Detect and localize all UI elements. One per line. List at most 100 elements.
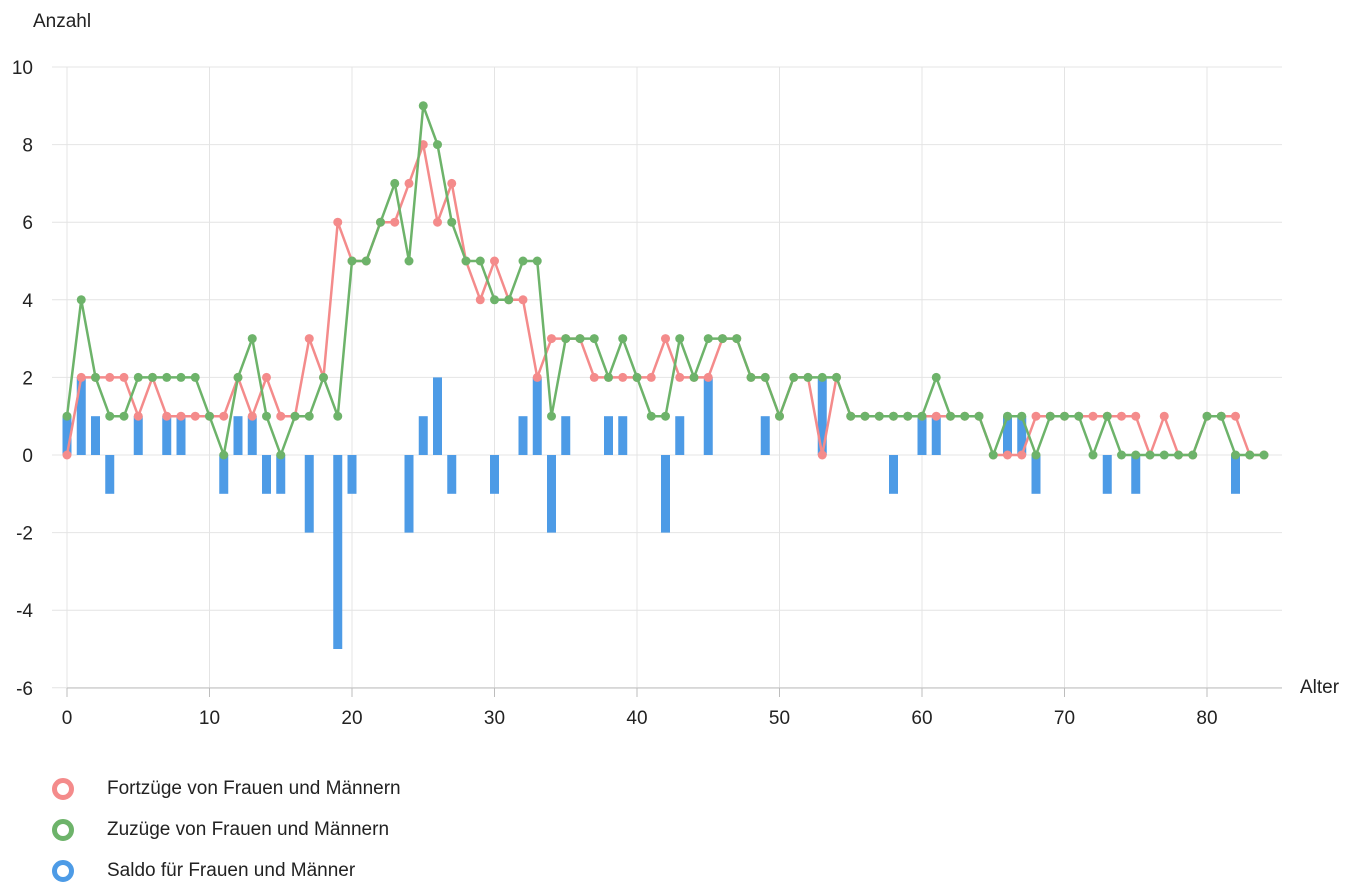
data-point[interactable] xyxy=(547,334,556,344)
data-point[interactable] xyxy=(1117,411,1126,421)
data-point[interactable] xyxy=(661,334,670,344)
data-point[interactable] xyxy=(775,411,784,421)
data-point[interactable] xyxy=(447,178,457,188)
data-point[interactable] xyxy=(518,256,528,266)
data-point[interactable] xyxy=(547,411,556,421)
data-point[interactable] xyxy=(190,372,200,382)
data-point[interactable] xyxy=(646,372,656,382)
data-point[interactable] xyxy=(162,411,172,421)
data-point[interactable] xyxy=(262,372,271,382)
data-point[interactable] xyxy=(447,217,457,227)
data-point[interactable] xyxy=(390,217,400,227)
data-point[interactable] xyxy=(119,372,129,382)
data-point[interactable] xyxy=(62,450,72,460)
data-point[interactable] xyxy=(490,256,499,266)
data-point[interactable] xyxy=(475,295,485,305)
data-point[interactable] xyxy=(176,411,186,421)
data-point[interactable] xyxy=(732,334,742,344)
data-point[interactable] xyxy=(1003,450,1012,460)
data-point[interactable] xyxy=(1131,411,1141,421)
data-point[interactable] xyxy=(1159,450,1169,460)
data-point[interactable] xyxy=(1202,411,1212,421)
data-point[interactable] xyxy=(903,411,913,421)
data-point[interactable] xyxy=(1031,411,1041,421)
data-point[interactable] xyxy=(604,372,613,382)
data-point[interactable] xyxy=(105,411,115,421)
data-point[interactable] xyxy=(646,411,656,421)
data-point[interactable] xyxy=(1216,411,1226,421)
data-point[interactable] xyxy=(946,411,955,421)
data-point[interactable] xyxy=(532,256,542,266)
data-point[interactable] xyxy=(860,411,870,421)
data-point[interactable] xyxy=(1088,411,1098,421)
data-point[interactable] xyxy=(361,256,371,266)
data-point[interactable] xyxy=(746,372,756,382)
data-point[interactable] xyxy=(618,372,628,382)
data-point[interactable] xyxy=(133,411,143,421)
data-point[interactable] xyxy=(532,372,542,382)
data-point[interactable] xyxy=(1259,450,1269,460)
data-point[interactable] xyxy=(148,372,157,382)
data-point[interactable] xyxy=(589,334,599,344)
data-point[interactable] xyxy=(718,334,727,344)
data-point[interactable] xyxy=(703,372,713,382)
data-point[interactable] xyxy=(803,372,813,382)
data-point[interactable] xyxy=(561,334,571,344)
legend-item-fortzuege[interactable]: Fortzüge von Frauen und Männern xyxy=(52,768,401,809)
data-point[interactable] xyxy=(889,411,898,421)
data-point[interactable] xyxy=(119,411,129,421)
data-point[interactable] xyxy=(632,372,642,382)
data-point[interactable] xyxy=(988,450,998,460)
data-point[interactable] xyxy=(276,450,286,460)
data-point[interactable] xyxy=(689,372,699,382)
data-point[interactable] xyxy=(960,411,970,421)
data-point[interactable] xyxy=(931,372,941,382)
data-point[interactable] xyxy=(190,411,200,421)
legend-item-zuzuege[interactable]: Zuzüge von Frauen und Männern xyxy=(52,809,401,850)
data-point[interactable] xyxy=(931,411,941,421)
data-point[interactable] xyxy=(518,295,528,305)
data-point[interactable] xyxy=(233,372,243,382)
data-point[interactable] xyxy=(832,372,841,382)
data-point[interactable] xyxy=(262,411,271,421)
data-point[interactable] xyxy=(1231,411,1240,421)
data-point[interactable] xyxy=(91,372,100,382)
data-point[interactable] xyxy=(618,334,628,344)
data-point[interactable] xyxy=(703,334,713,344)
data-point[interactable] xyxy=(575,334,585,344)
data-point[interactable] xyxy=(1145,450,1155,460)
data-point[interactable] xyxy=(105,372,115,382)
data-point[interactable] xyxy=(333,217,343,227)
data-point[interactable] xyxy=(76,372,86,382)
data-point[interactable] xyxy=(1017,411,1027,421)
data-point[interactable] xyxy=(219,450,229,460)
data-point[interactable] xyxy=(1031,450,1041,460)
data-point[interactable] xyxy=(1003,411,1012,421)
data-point[interactable] xyxy=(162,372,172,382)
data-point[interactable] xyxy=(1088,450,1098,460)
data-point[interactable] xyxy=(62,411,72,421)
data-point[interactable] xyxy=(661,411,670,421)
data-point[interactable] xyxy=(874,411,884,421)
data-point[interactable] xyxy=(504,295,514,305)
data-point[interactable] xyxy=(76,295,86,305)
data-point[interactable] xyxy=(176,372,186,382)
data-point[interactable] xyxy=(1017,450,1027,460)
data-point[interactable] xyxy=(290,411,300,421)
data-point[interactable] xyxy=(675,334,685,344)
data-point[interactable] xyxy=(304,334,314,344)
data-point[interactable] xyxy=(1045,411,1055,421)
data-point[interactable] xyxy=(789,372,799,382)
data-point[interactable] xyxy=(917,411,927,421)
data-point[interactable] xyxy=(304,411,314,421)
data-point[interactable] xyxy=(1245,450,1255,460)
data-point[interactable] xyxy=(1102,411,1112,421)
data-point[interactable] xyxy=(817,372,827,382)
legend-item-saldo[interactable]: Saldo für Frauen und Männer xyxy=(52,850,401,891)
data-point[interactable] xyxy=(1188,450,1198,460)
data-point[interactable] xyxy=(817,450,827,460)
data-point[interactable] xyxy=(675,372,685,382)
data-point[interactable] xyxy=(247,411,257,421)
data-point[interactable] xyxy=(846,411,856,421)
data-point[interactable] xyxy=(433,217,442,227)
